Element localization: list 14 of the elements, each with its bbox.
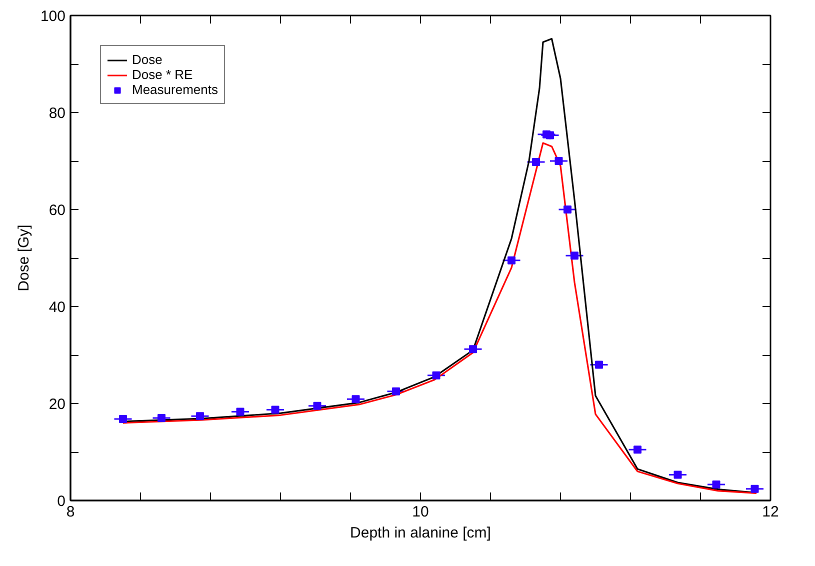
- legend-label: Dose: [132, 52, 162, 67]
- y-tick-label: 100: [40, 8, 66, 25]
- x-tick-label: 12: [762, 504, 779, 520]
- y-tick-label: 40: [48, 299, 66, 316]
- y-tick-label: 0: [57, 493, 66, 510]
- y-tick-label: 20: [48, 396, 66, 413]
- legend-label: Measurements: [132, 82, 218, 97]
- x-axis-title: Depth in alanine [cm]: [350, 524, 491, 542]
- x-tick-label: 8: [66, 504, 75, 520]
- y-axis-title: Dose [Gy]: [15, 224, 32, 292]
- legend-label: Dose * RE: [132, 67, 193, 82]
- x-tick-label: 10: [412, 504, 429, 520]
- y-tick-label: 80: [48, 105, 66, 122]
- y-tick-label: 60: [48, 202, 66, 219]
